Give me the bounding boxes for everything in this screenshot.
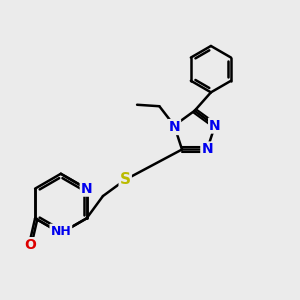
Text: O: O xyxy=(25,238,37,252)
Text: N: N xyxy=(209,118,221,133)
Text: N: N xyxy=(168,120,180,134)
Text: N: N xyxy=(201,142,213,157)
Text: S: S xyxy=(120,172,131,187)
Text: NH: NH xyxy=(50,225,71,238)
Text: N: N xyxy=(81,182,92,196)
